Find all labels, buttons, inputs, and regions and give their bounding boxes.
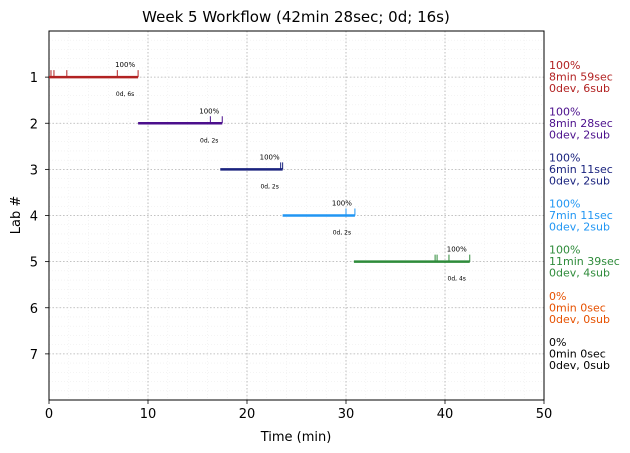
dev-sub-label: 0d, 2s bbox=[260, 183, 278, 190]
completion-label: 100% bbox=[332, 200, 352, 208]
lab-summary-line: 0min 0sec bbox=[549, 301, 606, 314]
completion-label: 100% bbox=[199, 107, 219, 115]
lab-summary-line: 7min 11sec bbox=[549, 209, 613, 222]
completion-label: 100% bbox=[260, 153, 280, 161]
y-tick-label: 1 bbox=[30, 71, 38, 86]
lab-summary-line: 0dev, 2sub bbox=[549, 128, 610, 141]
y-axis-title: Lab # bbox=[9, 196, 24, 235]
lab-summary-line: 0dev, 0sub bbox=[549, 359, 610, 372]
y-tick-label: 3 bbox=[30, 163, 38, 178]
x-tick-label: 20 bbox=[239, 407, 256, 422]
x-axis: 0 10 20 30 40 50 bbox=[45, 400, 552, 422]
lab-summary-line: 0dev, 0sub bbox=[549, 313, 610, 326]
y-tick-label: 4 bbox=[30, 210, 38, 225]
lab-summary-line: 100% bbox=[549, 198, 580, 211]
dev-sub-label: 0d, 6s bbox=[116, 91, 134, 98]
x-tick-label: 40 bbox=[437, 407, 454, 422]
lab-summary-line: 0dev, 6sub bbox=[549, 82, 610, 95]
lab-summary-line: 0dev, 2sub bbox=[549, 221, 610, 234]
lab-summary-line: 100% bbox=[549, 59, 580, 72]
x-tick-label: 10 bbox=[140, 407, 157, 422]
lab-summary-line: 8min 59sec bbox=[549, 71, 613, 84]
lab-bars: 100% 0d, 6s 100% 0d, 2s 100% 0d, 2s 100% 0d, 2s… bbox=[49, 61, 471, 283]
lab-summary-line: 100% bbox=[549, 105, 580, 118]
lab-summary-line: 0min 0sec bbox=[549, 347, 606, 360]
y-tick-label: 2 bbox=[30, 117, 38, 132]
lab-summary-line: 0dev, 2sub bbox=[549, 174, 610, 187]
lab-summary-line: 100% bbox=[549, 244, 580, 257]
completion-label: 100% bbox=[115, 61, 135, 69]
x-tick-label: 30 bbox=[338, 407, 355, 422]
lab-summary-line: 100% bbox=[549, 151, 580, 164]
x-tick-label: 50 bbox=[536, 407, 553, 422]
dev-sub-label: 0d, 4s bbox=[448, 276, 466, 283]
y-tick-label: 5 bbox=[30, 256, 38, 271]
lab-summary-line: 11min 39sec bbox=[549, 255, 620, 268]
lab-summary-line: 8min 28sec bbox=[549, 117, 613, 130]
x-axis-title: Time (min) bbox=[260, 430, 332, 445]
dev-sub-label: 0d, 2s bbox=[200, 137, 218, 144]
lab-summary-line: 0% bbox=[549, 290, 566, 303]
lab-summary-line: 0% bbox=[549, 336, 566, 349]
completion-label: 100% bbox=[447, 246, 467, 254]
dev-sub-label: 0d, 2s bbox=[333, 230, 351, 237]
x-tick-label: 0 bbox=[45, 407, 53, 422]
y-tick-label: 6 bbox=[30, 302, 38, 317]
lab-summary-line: 0dev, 4sub bbox=[549, 267, 610, 280]
lab-summary-line: 6min 11sec bbox=[549, 163, 613, 176]
chart-title: Week 5 Workflow (42min 28sec; 0d; 16s) bbox=[142, 8, 450, 26]
y-axis: 1 2 3 4 5 6 7 bbox=[30, 71, 49, 363]
y-tick-label: 7 bbox=[30, 348, 38, 363]
